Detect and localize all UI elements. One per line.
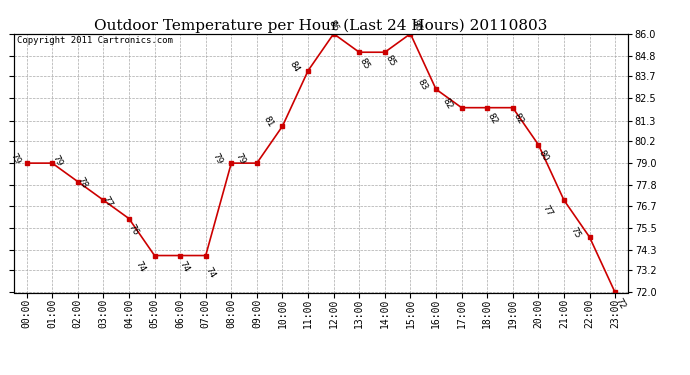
- Text: 80: 80: [537, 148, 551, 163]
- Text: 81: 81: [262, 115, 275, 129]
- Text: 72: 72: [614, 296, 627, 311]
- Text: Copyright 2011 Cartronics.com: Copyright 2011 Cartronics.com: [17, 36, 172, 45]
- Text: 77: 77: [540, 204, 554, 218]
- Text: 86: 86: [409, 18, 423, 33]
- Text: 79: 79: [210, 152, 224, 166]
- Text: 76: 76: [126, 222, 140, 237]
- Text: 84: 84: [288, 59, 301, 74]
- Text: 74: 74: [134, 260, 148, 274]
- Text: 83: 83: [415, 78, 429, 92]
- Text: 82: 82: [511, 112, 525, 126]
- Text: 74: 74: [203, 265, 217, 279]
- Text: 86: 86: [327, 18, 340, 33]
- Text: 78: 78: [75, 176, 89, 190]
- Text: 82: 82: [486, 112, 500, 126]
- Title: Outdoor Temperature per Hour (Last 24 Hours) 20110803: Outdoor Temperature per Hour (Last 24 Ho…: [94, 18, 548, 33]
- Text: 75: 75: [569, 226, 582, 240]
- Text: 74: 74: [177, 260, 191, 274]
- Text: 85: 85: [358, 56, 371, 70]
- Text: 82: 82: [441, 96, 455, 111]
- Text: 77: 77: [101, 194, 115, 209]
- Text: 79: 79: [51, 153, 64, 168]
- Text: 79: 79: [9, 152, 22, 166]
- Text: 85: 85: [384, 53, 397, 68]
- Text: 79: 79: [233, 152, 247, 166]
